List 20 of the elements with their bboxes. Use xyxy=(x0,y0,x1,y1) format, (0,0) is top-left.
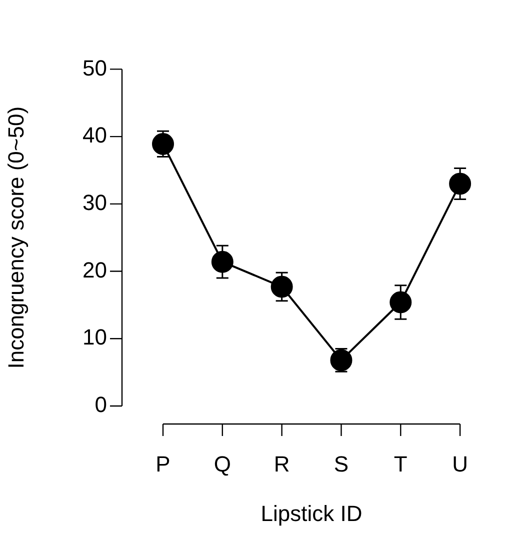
x-tick-label: P xyxy=(156,451,170,476)
point xyxy=(449,172,472,195)
y-tick-label: 0 xyxy=(94,392,107,418)
point xyxy=(152,132,174,155)
point xyxy=(211,250,234,273)
point xyxy=(270,276,293,298)
y-tick-label: 10 xyxy=(82,324,107,350)
x-axis-title: Lipstick ID xyxy=(260,500,362,526)
y-tick-label: 20 xyxy=(82,257,107,282)
point xyxy=(330,349,352,372)
y-tick-label: 30 xyxy=(82,190,107,215)
x-tick-label: R xyxy=(274,451,290,476)
y-axis-title: Incongruency score (0~50) xyxy=(3,106,28,369)
x-tick-label: U xyxy=(452,451,468,476)
x-tick-label: T xyxy=(394,451,408,476)
x-tick-label: Q xyxy=(214,451,231,476)
x-tick-label: S xyxy=(334,451,349,476)
y-tick-label: 50 xyxy=(82,55,107,80)
y-tick-label: 40 xyxy=(82,122,107,148)
point xyxy=(390,291,412,314)
